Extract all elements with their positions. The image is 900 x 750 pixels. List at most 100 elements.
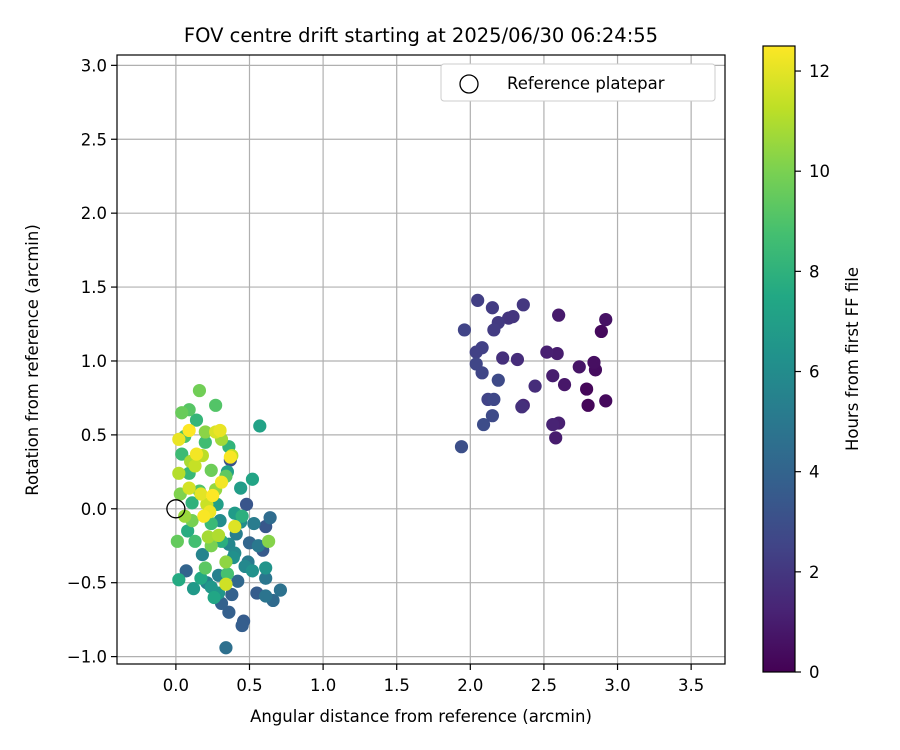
data-point [220,567,235,581]
data-point [516,298,530,312]
data-point [204,580,218,594]
data-point [259,571,273,585]
y-axis-ticks: −1.0 −0.5 0.0 0.5 1.0 1.5 2.0 2.5 3.0 [67,56,117,667]
data-point [253,419,267,433]
data-point [179,564,193,578]
data-point [245,564,260,578]
data-point [487,392,501,407]
data-point [262,534,276,548]
data-point [259,589,273,603]
data-point [251,539,265,553]
colorbar: 0 2 4 6 8 10 12 Hours from first FF file [762,45,862,682]
data-point [201,530,215,544]
data-point [235,618,249,633]
colorbar-tick-label: 6 [809,363,820,382]
data-point [181,524,195,538]
data-point [587,355,601,370]
data-point [172,432,186,446]
legend: Reference platepar [440,63,716,102]
data-point [189,447,204,461]
data-point [195,548,209,562]
data-point [172,466,186,480]
data-point [188,459,202,473]
data-point [469,345,483,359]
data-point [172,573,186,587]
data-point [197,509,211,523]
data-point [549,431,563,445]
data-point [546,417,560,432]
data-point [273,583,288,597]
x-axis-ticks: 0.0 0.5 1.0 1.5 2.0 2.5 3.0 3.5 [163,664,704,695]
data-point [175,406,189,420]
data-point [239,497,254,511]
data-point [457,323,472,337]
legend-marker-reference [459,74,479,94]
data-point [182,423,196,438]
data-point [170,534,184,548]
data-point [222,605,236,619]
data-point [194,571,208,585]
data-point [178,509,192,523]
data-point [599,394,613,408]
data-point [491,373,505,387]
data-point [209,398,223,412]
x-tick-label: 1.0 [310,676,336,695]
y-tick-label: −1.0 [67,648,107,667]
y-tick-label: −0.5 [67,574,107,593]
data-point [515,400,529,414]
data-point [228,519,242,534]
colorbar-tick-label: 4 [809,463,820,482]
data-point [213,423,227,438]
data-point [185,496,199,510]
x-tick-label: 0.0 [163,676,189,695]
x-tick-label: 0.5 [236,676,262,695]
data-point [476,417,491,432]
x-axis-label: Angular distance from reference (arcmin) [250,707,592,726]
data-point [259,561,273,575]
y-axis-label: Rotation from reference (arcmin) [23,224,42,496]
data-point [225,587,239,602]
data-point [245,472,260,486]
data-point [550,346,564,361]
data-point [454,440,469,454]
data-point [247,516,261,531]
reference-point-marker [166,499,186,519]
colorbar-tick-label: 10 [809,162,830,181]
data-point [485,409,499,423]
data-point [496,351,510,365]
data-point [557,378,572,392]
data-point [194,487,208,501]
y-tick-label: 2.0 [81,204,107,223]
data-point [223,450,237,464]
plot-area [117,55,725,664]
colorbar-gradient [762,45,796,673]
data-point [182,481,196,495]
data-point [263,511,277,525]
data-point [206,488,220,503]
data-point [198,435,212,449]
data-point [207,590,221,605]
colorbar-ticks: 0 2 4 6 8 10 12 [795,62,830,682]
data-point [219,641,233,655]
data-point [552,308,566,322]
data-point [198,561,212,575]
y-tick-label: 0.5 [81,426,107,445]
data-point [475,366,489,380]
x-tick-label: 1.5 [384,676,410,695]
y-tick-label: 0.0 [81,500,107,519]
data-point [235,509,249,523]
data-point [198,425,212,439]
data-point [506,310,520,324]
x-tick-label: 3.0 [604,676,630,695]
data-point [485,301,499,315]
y-tick-label: 1.5 [81,278,107,297]
data-point [581,398,595,412]
data-point [219,577,233,591]
data-point [546,369,560,383]
data-point [234,481,248,495]
data-point [487,323,501,337]
data-point [204,463,218,477]
data-point [186,582,201,596]
scatter-points [170,293,613,655]
